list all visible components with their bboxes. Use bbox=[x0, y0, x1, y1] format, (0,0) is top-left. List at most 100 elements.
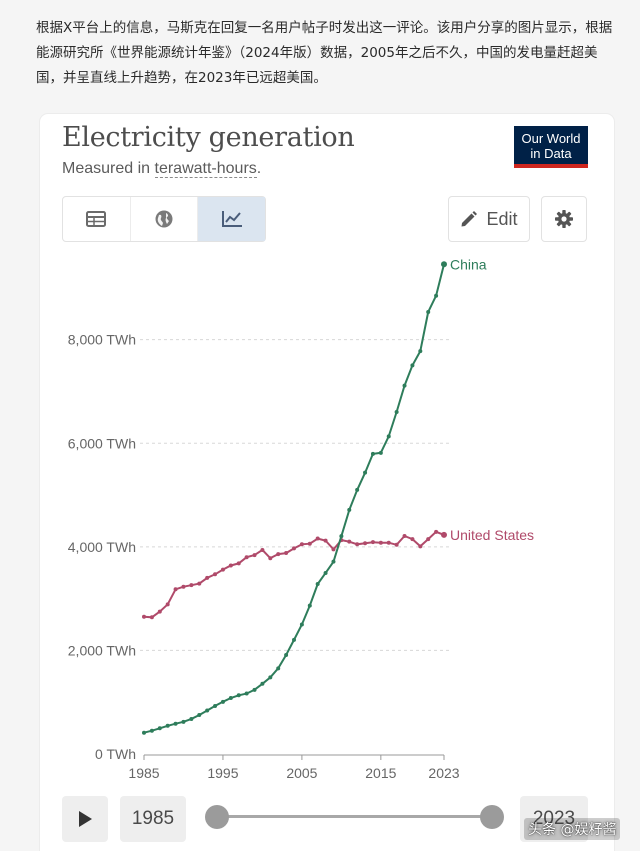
timeline-start-year[interactable]: 1985 bbox=[120, 796, 186, 842]
timeline-end-year[interactable]: 2023 bbox=[520, 796, 588, 842]
settings-button[interactable] bbox=[541, 196, 587, 242]
data-point bbox=[213, 572, 218, 577]
y-tick-label: 8,000 TWh bbox=[68, 332, 136, 348]
edit-button[interactable]: Edit bbox=[448, 196, 530, 242]
data-point bbox=[157, 726, 162, 731]
data-point bbox=[441, 261, 447, 268]
table-icon bbox=[86, 211, 107, 227]
y-tick-label: 0 TWh bbox=[95, 746, 136, 762]
subtitle-suffix: . bbox=[256, 160, 262, 177]
data-point bbox=[307, 603, 312, 608]
data-point bbox=[292, 546, 296, 551]
data-point bbox=[236, 693, 241, 698]
data-point bbox=[378, 450, 383, 455]
data-point bbox=[213, 703, 218, 708]
data-point bbox=[331, 547, 336, 552]
data-point bbox=[441, 531, 447, 538]
data-point bbox=[299, 542, 304, 547]
timeline-start-handle[interactable] bbox=[205, 805, 229, 829]
data-point bbox=[426, 310, 431, 315]
chart-subtitle: Measured in terawatt-hours. bbox=[62, 160, 261, 178]
data-point bbox=[197, 712, 202, 717]
data-point bbox=[181, 719, 186, 724]
play-icon bbox=[79, 811, 92, 827]
data-point bbox=[244, 691, 249, 696]
data-point bbox=[142, 730, 146, 735]
x-tick-label: 2015 bbox=[365, 765, 396, 781]
data-point bbox=[252, 687, 257, 692]
data-point bbox=[363, 470, 368, 475]
data-point bbox=[370, 540, 375, 545]
data-point bbox=[205, 708, 210, 713]
data-point bbox=[323, 570, 328, 575]
data-point bbox=[370, 451, 375, 456]
data-point bbox=[426, 537, 431, 542]
data-point bbox=[394, 542, 399, 547]
data-point bbox=[434, 529, 439, 534]
data-point bbox=[299, 622, 304, 627]
data-point bbox=[347, 507, 352, 512]
data-point bbox=[149, 728, 154, 733]
data-point bbox=[402, 533, 407, 538]
gear-icon bbox=[555, 210, 573, 228]
logo-line-1: Our World bbox=[521, 131, 581, 146]
y-tick-label: 6,000 TWh bbox=[68, 435, 136, 451]
y-tick-label: 4,000 TWh bbox=[68, 539, 136, 555]
data-point bbox=[149, 615, 154, 620]
data-point bbox=[331, 559, 336, 564]
data-point bbox=[157, 609, 162, 614]
tab-table[interactable] bbox=[63, 197, 130, 241]
data-point bbox=[418, 544, 423, 549]
pencil-icon bbox=[461, 211, 478, 227]
data-point bbox=[347, 539, 352, 544]
view-tabs bbox=[62, 196, 266, 242]
x-tick-label: 1985 bbox=[128, 765, 159, 781]
series-line-united-states bbox=[143, 530, 445, 619]
data-point bbox=[268, 675, 273, 680]
data-point bbox=[165, 723, 170, 728]
data-point bbox=[244, 555, 249, 560]
article-paragraph: 根据X平台上的信息，马斯克在回复一名用户帖子时发出这一评论。该用户分享的图片显示… bbox=[36, 20, 613, 86]
data-point bbox=[142, 614, 146, 619]
data-point bbox=[434, 293, 439, 298]
tab-chart[interactable] bbox=[197, 197, 266, 241]
data-point bbox=[228, 563, 233, 568]
data-point bbox=[260, 681, 265, 686]
owid-logo[interactable]: Our World in Data bbox=[514, 126, 588, 168]
timeline-track[interactable] bbox=[216, 815, 491, 818]
series-label: United States bbox=[450, 527, 534, 543]
data-point bbox=[402, 383, 407, 388]
data-point bbox=[197, 581, 202, 586]
data-point bbox=[292, 637, 296, 642]
data-point bbox=[284, 551, 289, 556]
line-chart-icon bbox=[221, 211, 242, 227]
y-tick-label: 2,000 TWh bbox=[68, 642, 136, 658]
data-point bbox=[394, 409, 399, 414]
data-point bbox=[220, 567, 225, 572]
chart-title: Electricity generation bbox=[62, 122, 355, 153]
data-point bbox=[236, 561, 241, 566]
subtitle-prefix: Measured in bbox=[62, 160, 155, 177]
x-tick-label: 1995 bbox=[207, 765, 238, 781]
play-button[interactable] bbox=[62, 796, 108, 842]
series-label: China bbox=[450, 256, 487, 272]
data-point bbox=[378, 540, 383, 545]
data-point bbox=[307, 541, 312, 546]
data-point bbox=[386, 434, 391, 439]
data-point bbox=[189, 716, 194, 721]
data-point bbox=[355, 487, 360, 492]
data-point bbox=[228, 696, 233, 701]
data-point bbox=[315, 582, 320, 587]
timeline-end-handle[interactable] bbox=[480, 805, 504, 829]
subtitle-unit-link[interactable]: terawatt-hours bbox=[154, 160, 257, 178]
tab-map[interactable] bbox=[129, 197, 198, 241]
data-point bbox=[410, 537, 415, 542]
data-point bbox=[410, 363, 415, 368]
data-point bbox=[276, 666, 281, 671]
data-point bbox=[363, 541, 368, 546]
data-point bbox=[276, 552, 281, 557]
data-point bbox=[284, 653, 289, 658]
x-tick-label: 2023 bbox=[428, 765, 459, 781]
data-point bbox=[268, 556, 273, 561]
